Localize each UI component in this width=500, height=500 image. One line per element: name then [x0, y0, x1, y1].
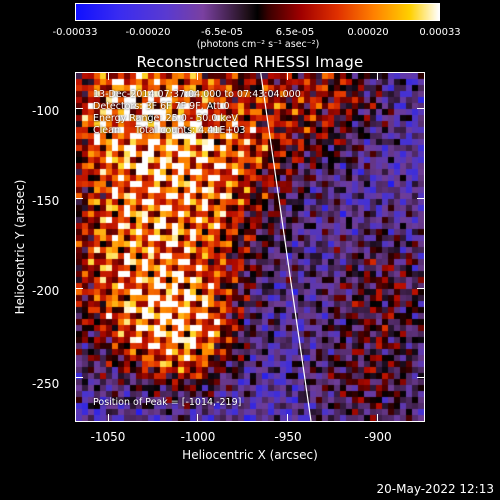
y-axis-tick: [417, 377, 424, 379]
y-axis-tick: [76, 287, 83, 289]
x-axis-tick: [287, 73, 289, 80]
y-tick-label: -250: [32, 377, 60, 391]
x-axis-tick: [287, 414, 289, 421]
y-tick-label: -150: [32, 194, 60, 208]
solar-limb-line: [260, 73, 312, 421]
colorbar-tick-label: 6.5e-05: [275, 27, 315, 38]
y-axis-tick: [417, 198, 424, 200]
x-axis-tick: [107, 73, 109, 80]
colorbar-tick-label: 0.00033: [419, 27, 461, 38]
plot-title: Reconstructed RHESSI Image: [136, 53, 364, 71]
y-axis-tick: [417, 287, 424, 289]
info-peak-position: Position of Peak = [-1014,-219]: [93, 397, 242, 408]
colorbar-gradient: [76, 4, 439, 20]
timestamp: 20-May-2022 12:13: [376, 482, 494, 496]
x-tick-label: -1000: [180, 430, 216, 444]
limb-overlay: [260, 73, 312, 421]
y-axis-tick: [76, 377, 83, 379]
x-axis-tick: [197, 414, 199, 421]
info-detectors: Detectors: 3F 6F 7F 9F, Att 0: [93, 101, 230, 112]
x-axis-tick: [197, 73, 199, 80]
colorbar: [75, 3, 440, 21]
heatmap-image: [76, 73, 424, 421]
y-tick-label: -100: [32, 104, 60, 118]
colorbar-units: (photons cm⁻² s⁻¹ asec⁻²): [196, 39, 320, 50]
info-clean-counts: Clean Total counts: 4.41E+03: [93, 125, 246, 136]
x-axis-tick: [107, 414, 109, 421]
y-axis-tick: [417, 108, 424, 110]
x-axis-label: Heliocentric X (arcsec): [182, 448, 318, 462]
x-tick-label: -1050: [90, 430, 126, 444]
colorbar-tick-label: 0.00020: [347, 27, 389, 38]
x-tick-label: -900: [364, 430, 392, 444]
x-axis-tick: [376, 414, 378, 421]
x-tick-label: -950: [274, 430, 302, 444]
plot-area: [75, 72, 425, 422]
y-axis-label: Heliocentric Y (arcsec): [13, 179, 27, 315]
colorbar-tick-label: -0.00020: [125, 27, 171, 38]
y-axis-tick: [76, 198, 83, 200]
colorbar-tick-label: -0.00033: [52, 27, 98, 38]
y-tick-label: -200: [32, 284, 60, 298]
info-time-range: 13-Dec-2014 07:37:04.000 to 07:43:04.000: [93, 89, 301, 100]
y-axis-tick: [76, 108, 83, 110]
colorbar-tick-label: -6.5e-05: [201, 27, 243, 38]
info-energy-range: Energy Range: 25.0 - 50.0 keV: [93, 113, 238, 124]
x-axis-tick: [376, 73, 378, 80]
